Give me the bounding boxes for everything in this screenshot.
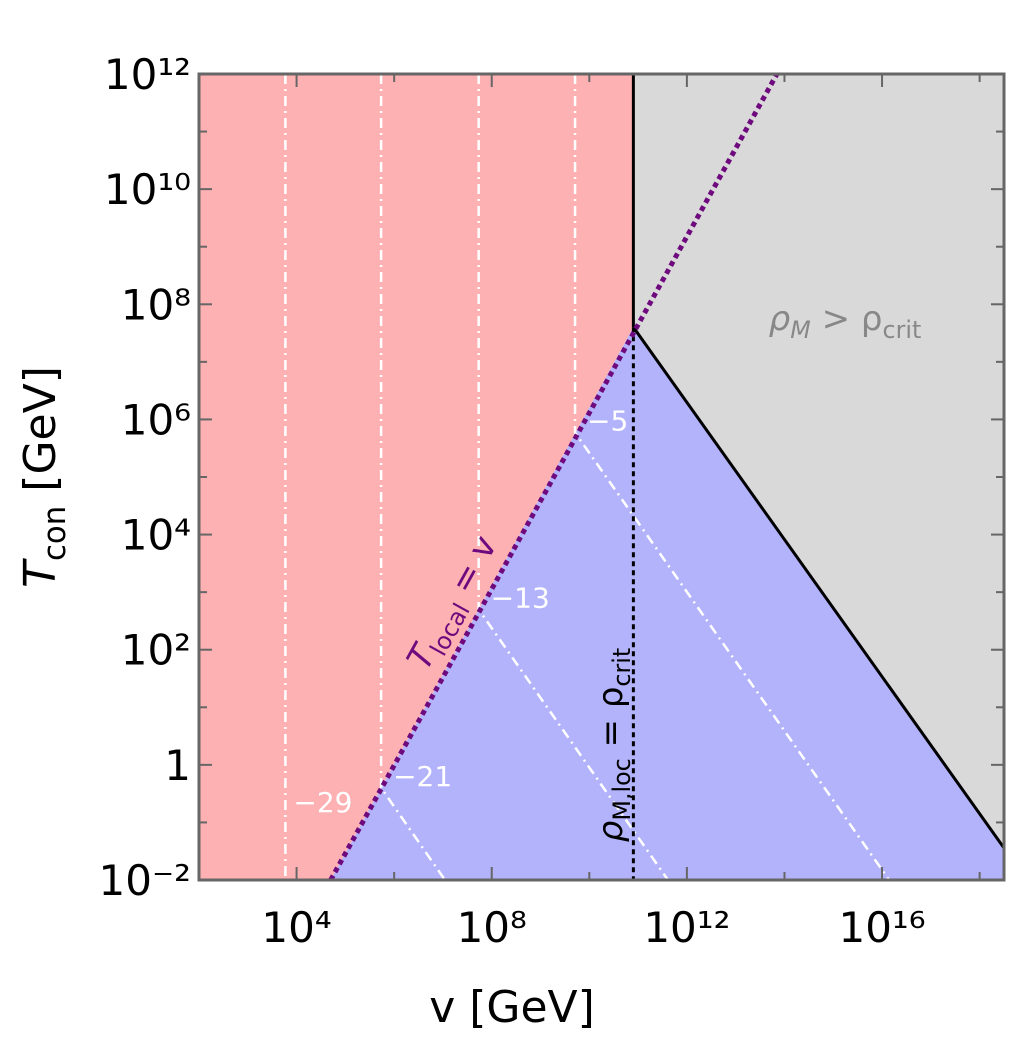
annotation-part: crit — [608, 648, 636, 687]
annotation-part: ρ — [769, 299, 791, 339]
y-label-sub: con — [37, 506, 73, 561]
y-label-unit: [GeV] — [15, 366, 66, 506]
region — [330, 327, 1004, 880]
contour-label: −5 — [587, 405, 628, 438]
x-tick-label: 10¹² — [643, 903, 730, 952]
contour-label: −21 — [393, 760, 452, 793]
contour-label: −13 — [491, 581, 550, 614]
y-tick-label: 10⁻² — [99, 856, 191, 905]
contour-label: −29 — [293, 786, 352, 819]
annotation-part: > ρ — [811, 299, 883, 339]
curve — [379, 74, 446, 881]
region — [199, 74, 634, 880]
y-tick-label: 1 — [164, 741, 191, 790]
x-axis-label: v [GeV] — [429, 982, 595, 1033]
x-tick-label: 10⁴ — [261, 903, 331, 952]
annotation-part: = ρ — [591, 687, 631, 759]
y-tick-label: 10⁶ — [121, 395, 191, 444]
annotation-part: ρ — [591, 820, 631, 842]
y-axis-label: Tcon [GeV] — [15, 366, 73, 588]
region — [633, 74, 1004, 848]
region-annotation: ρM > ρcrit — [769, 299, 922, 344]
annotation-part: crit — [883, 316, 922, 344]
y-tick-label: 10⁸ — [121, 280, 191, 329]
line-annotation: ρM,loc = ρcrit — [591, 648, 636, 842]
curve — [328, 72, 780, 882]
y-tick-label: 10² — [121, 626, 191, 675]
annotation-part: M — [790, 316, 811, 344]
x-tick-label: 10⁸ — [457, 903, 527, 952]
y-label-symbol: T — [15, 558, 66, 588]
y-tick-label: 10⁴ — [121, 511, 191, 560]
annotation-part: M,loc — [608, 758, 636, 820]
curve — [573, 74, 891, 881]
plot-area: −5 −13 −21 −29 — [197, 72, 1006, 882]
y-tick-label: 10¹⁰ — [104, 165, 191, 214]
x-tick-label: 10¹⁶ — [838, 903, 925, 952]
y-tick-label: 10¹² — [104, 50, 191, 99]
curve — [632, 326, 1006, 849]
